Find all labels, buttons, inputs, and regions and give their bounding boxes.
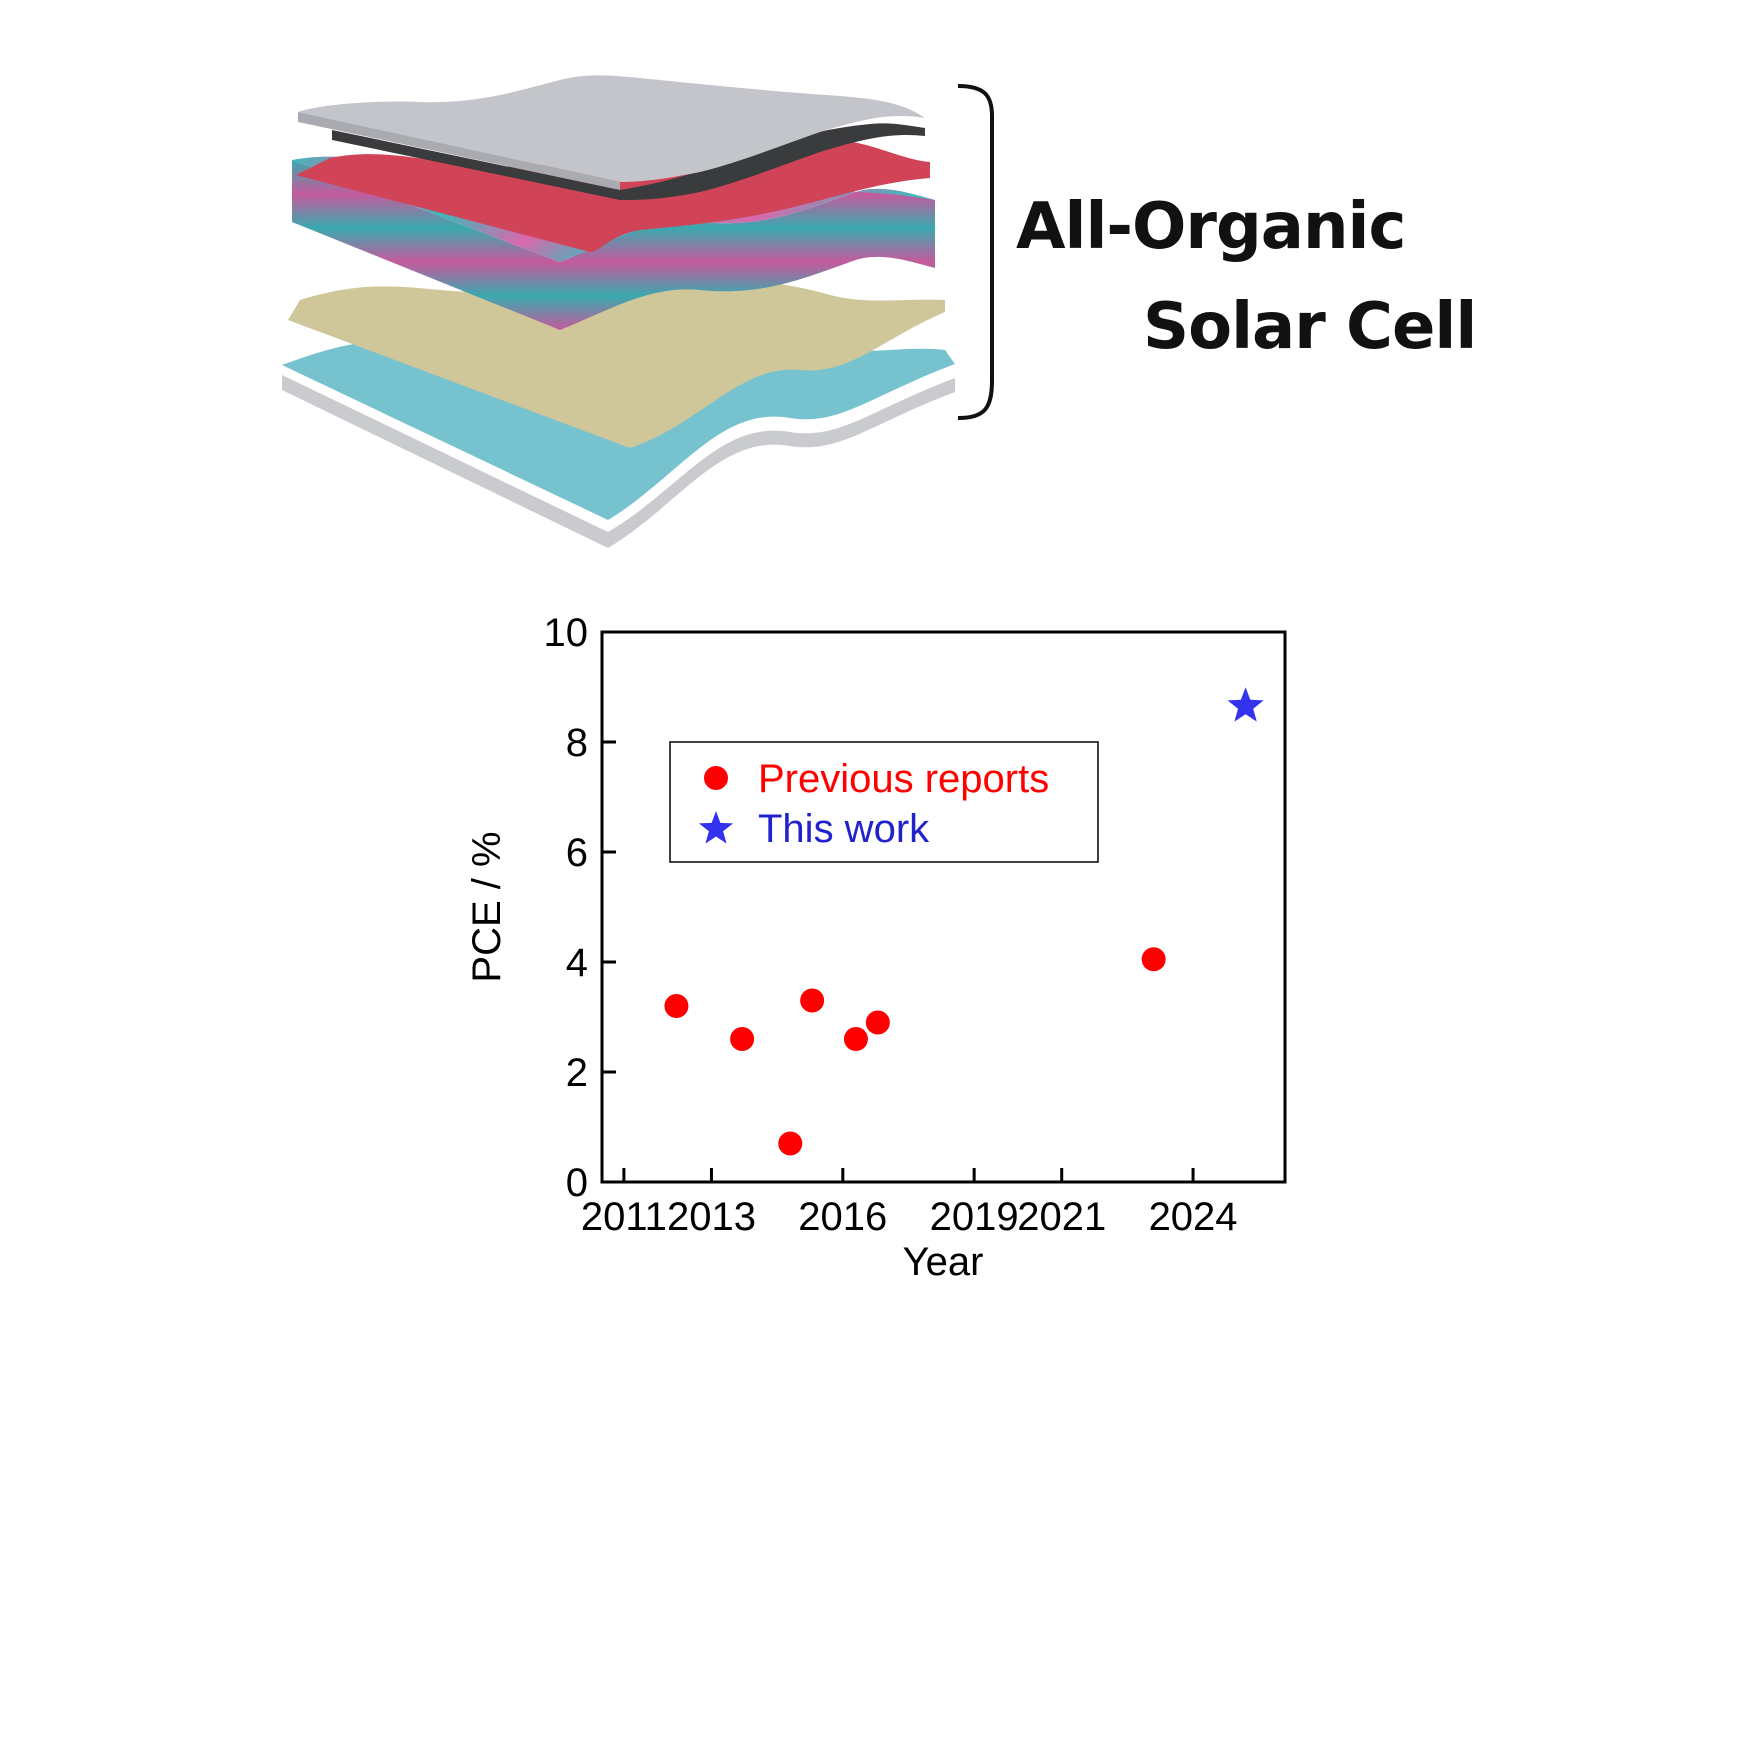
headline-line-1: All-Organic — [1016, 190, 1406, 264]
data-point-previous-report — [800, 988, 825, 1013]
top-electrode-edge — [332, 123, 925, 200]
data-points — [664, 687, 1264, 1156]
x-tick-label: 2019 — [930, 1195, 1019, 1239]
x-tick-label: 2024 — [1149, 1195, 1238, 1239]
y-tick-label: 4 — [566, 941, 588, 985]
plot-area-frame — [600, 630, 1287, 1184]
legend-box — [669, 741, 1099, 863]
x-tick-label: 2016 — [798, 1195, 887, 1239]
x-tick-label: 2021 — [1017, 1195, 1106, 1239]
legend-label-this-work: This work — [758, 807, 930, 851]
y-tick-label: 6 — [566, 831, 588, 875]
transport-layer-beige — [288, 278, 945, 448]
y-tick-label: 10 — [544, 611, 589, 655]
data-point-previous-report — [778, 1131, 803, 1156]
top-electrode-layer — [298, 75, 925, 182]
data-point-this-work — [1227, 687, 1264, 722]
y-axis-label: PCE / % — [465, 831, 509, 982]
y-tick-label: 8 — [566, 721, 588, 765]
headline-line-2: Solar Cell — [1143, 290, 1477, 364]
data-point-previous-report — [730, 1027, 755, 1051]
solar-cell-illustration — [282, 75, 994, 548]
data-point-previous-report — [1141, 947, 1166, 972]
legend-marker-this-work — [698, 811, 734, 844]
y-axis: 0 2 4 6 8 10 — [544, 611, 616, 1205]
top-electrode-front — [298, 112, 620, 190]
data-point-previous-report — [865, 1010, 890, 1035]
legend: Previous reports This work — [669, 741, 1099, 863]
x-axis-label: Year — [903, 1240, 984, 1284]
data-point-previous-report — [843, 1027, 868, 1051]
x-tick-label: 2013 — [667, 1195, 756, 1239]
data-point-previous-report — [664, 994, 689, 1018]
y-tick-label: 2 — [566, 1051, 588, 1095]
active-layer-side — [292, 160, 935, 330]
x-tick-label: 2011 — [581, 1195, 667, 1239]
legend-marker-previous-reports — [704, 766, 728, 790]
y-tick-label: 0 — [566, 1161, 588, 1205]
legend-label-previous-reports: Previous reports — [758, 757, 1049, 801]
layer-bracket — [957, 84, 994, 420]
